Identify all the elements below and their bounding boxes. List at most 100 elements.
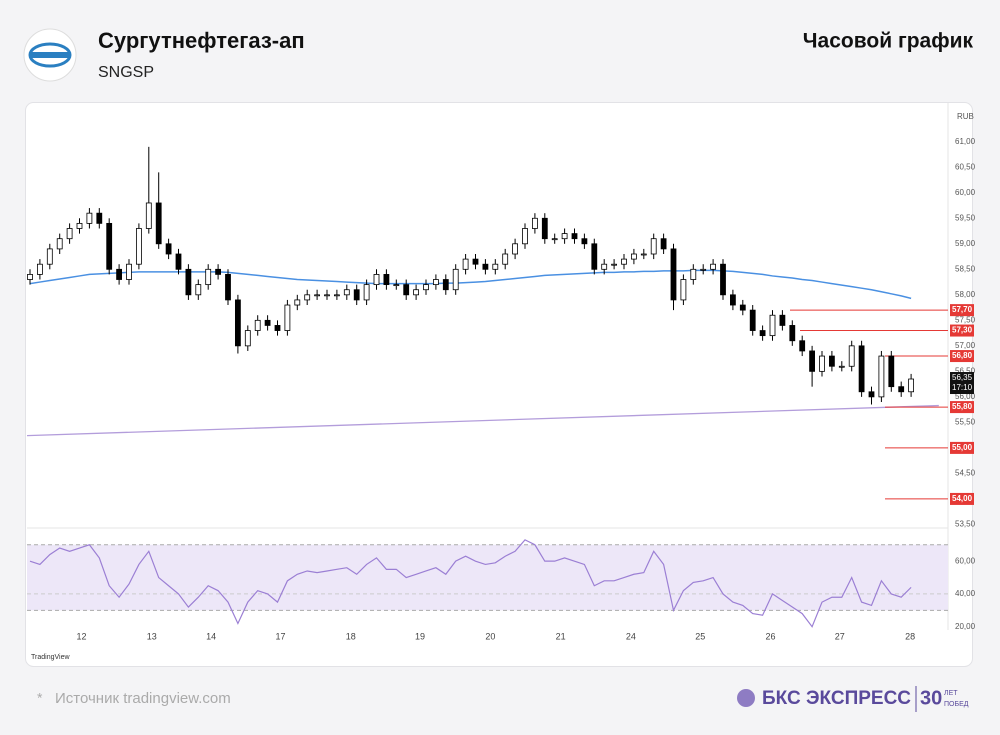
brand-logo (737, 689, 755, 707)
y-tick-label: 59,00 (955, 239, 976, 248)
candle-body (561, 233, 568, 240)
y-tick-label: 60,00 (955, 188, 976, 197)
y-tick-label: 60,50 (955, 162, 976, 171)
x-tick-label: 25 (695, 631, 705, 641)
candle-body (205, 268, 212, 286)
candle-body (37, 263, 43, 275)
level-tag (950, 324, 974, 337)
candle-body (314, 294, 321, 297)
level-label: 55,00 (952, 443, 973, 452)
candle-body (700, 268, 707, 271)
candle-body (195, 284, 202, 296)
candle-body (333, 294, 340, 297)
candle-body (304, 294, 311, 301)
candle-body (819, 355, 825, 372)
level-tag (950, 401, 974, 414)
candle-body (551, 238, 558, 241)
candle-body (779, 314, 786, 326)
candle-body (878, 355, 885, 398)
candle-body (462, 258, 469, 270)
candle-body (730, 294, 736, 306)
y-tick-label: 53,50 (955, 520, 976, 529)
candle-body (838, 365, 845, 368)
level-label: 57,30 (952, 326, 973, 335)
candle-body (532, 217, 538, 229)
moving-average (29, 269, 912, 300)
y-tick-label: 58,00 (955, 290, 976, 299)
candle-body (680, 279, 687, 301)
last-price: 56,35 (952, 373, 973, 382)
level-label: 54,00 (952, 494, 973, 503)
y-tick-label: 56,50 (955, 366, 976, 375)
candle-body (749, 309, 756, 331)
candle-body (86, 212, 93, 224)
candle-body (640, 253, 647, 256)
x-tick-label: 17 (275, 631, 285, 641)
candle-body (908, 378, 914, 393)
x-tick-label: 27 (835, 631, 845, 641)
timeframe: Часовой график (803, 30, 974, 53)
x-tick-label: 12 (76, 631, 86, 641)
candle-body (888, 355, 895, 388)
candle-body (858, 345, 865, 393)
x-tick-label: 26 (766, 631, 776, 641)
rsi-line (29, 539, 912, 628)
candle-body (343, 289, 350, 296)
candle-body (452, 268, 459, 291)
candle-body (759, 330, 766, 337)
candle-body (472, 258, 479, 265)
candle-body (274, 325, 281, 331)
level-label: 57,70 (952, 305, 973, 314)
brand: БКС ЭКСПРЕСС (762, 688, 911, 709)
candle-body (581, 238, 588, 245)
candle-body (660, 238, 667, 250)
candle-body (631, 253, 637, 260)
rsi-tick-label: 60,00 (955, 556, 976, 565)
rsi-tick-label: 40,00 (955, 589, 976, 598)
candle-body (155, 202, 162, 245)
x-tick-label: 24 (626, 631, 636, 641)
candle-body (650, 238, 657, 255)
candle-body (403, 284, 410, 296)
candle-body (96, 212, 103, 224)
x-tick-label: 21 (556, 631, 566, 641)
candle-body (383, 274, 390, 286)
candle-body (512, 243, 518, 255)
candle-body (46, 248, 53, 265)
candle-body (769, 314, 776, 337)
title: Сургутнефтегаз-ап (98, 28, 305, 53)
candle-body (27, 274, 33, 280)
candle-body (215, 268, 222, 275)
candle-body (225, 274, 231, 301)
candle-body (432, 279, 439, 286)
brand-years: 30 (920, 687, 942, 709)
x-tick-label: 13 (147, 631, 157, 641)
candle-body (611, 263, 617, 266)
candle-body (809, 350, 815, 372)
candle-body (284, 304, 291, 331)
candle-body (522, 228, 528, 245)
candle-body (621, 258, 627, 265)
candle-body (76, 222, 83, 229)
watermark: TradingView (31, 654, 70, 661)
candle-body (185, 268, 192, 296)
candle-body (106, 222, 113, 270)
candle-body (264, 319, 271, 326)
currency: RUB (957, 112, 974, 121)
candle-body (690, 268, 697, 280)
candle-body (868, 391, 875, 398)
candle-body (175, 253, 182, 270)
y-tick-label: 58,50 (955, 264, 976, 273)
plot: RUB 61,00 60,50 60,00 59,50 59,00 58,50 58,00 57… (27, 103, 976, 661)
footnote-star: * (37, 690, 43, 706)
level-tag (950, 350, 974, 363)
x-tick-label: 18 (346, 631, 356, 641)
candle-body (363, 284, 370, 301)
candle-body (482, 263, 489, 270)
level-label: 56,80 (952, 351, 973, 360)
rsi-tick-label: 20,00 (955, 622, 976, 631)
candle-body (413, 289, 420, 296)
candle-body (739, 304, 746, 311)
